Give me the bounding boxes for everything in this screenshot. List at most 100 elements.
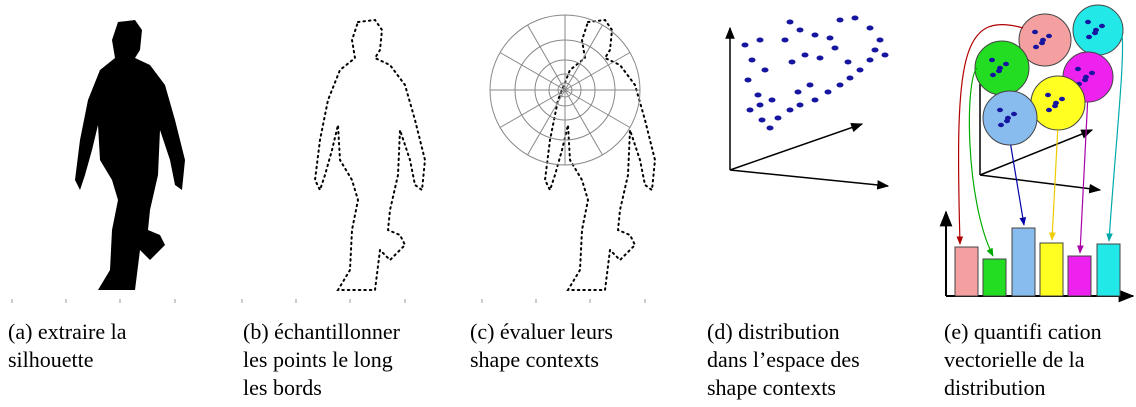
point [857,68,864,73]
point [742,43,749,48]
point [1089,71,1095,75]
point [1046,108,1052,112]
point [787,20,794,25]
caption-line: les bords [243,375,322,400]
point [762,68,769,73]
point [852,16,859,21]
point [802,53,809,58]
point [755,93,762,98]
point [812,98,819,103]
point [795,90,802,95]
point [1005,116,1011,120]
histogram-bar [1012,228,1035,296]
point [997,66,1003,70]
caption-line: shape contexts [707,375,836,400]
point [1003,62,1009,66]
assignment-arrow [1011,145,1024,225]
point [882,53,889,58]
point [997,108,1003,112]
bin-spoke [565,90,630,128]
point [877,38,884,43]
point [827,36,834,41]
histogram-bar [1097,244,1120,296]
caption-line: (a) extraire la [8,319,127,344]
point [1099,24,1105,28]
point [998,123,1004,127]
point [759,118,766,123]
point [757,103,764,108]
point [825,90,832,95]
caption-line: distribution [944,375,1045,400]
caption-line: vectorielle de la [944,347,1085,372]
assignment-arrow [1080,102,1088,253]
point [1086,35,1092,39]
histogram-bar [955,247,978,296]
bin-spoke [565,90,603,155]
bin-spoke [565,53,630,91]
point [807,83,814,88]
point [872,48,879,53]
point [775,116,782,121]
point [757,38,764,43]
point [797,103,804,108]
figure: (a) extraire la silhouette (b) échantillon… [0,0,1136,407]
tick-marks [12,299,645,303]
point [782,38,789,43]
point [745,78,752,83]
assignment-arrow [969,68,993,256]
point [1032,30,1038,34]
descriptor-points [742,16,889,131]
point [769,98,776,103]
point [817,56,824,61]
histogram [955,228,1120,296]
assignment-arrow [1109,35,1123,241]
point [867,58,874,63]
point [1053,101,1059,105]
caption-line: (c) évaluer leurs [470,319,613,344]
axes [730,28,888,186]
bin-spoke [500,53,565,91]
shape-context-bins [490,15,640,165]
point [1059,97,1065,101]
bin-spoke [528,25,566,90]
caption-line: dans l’espace des [707,347,860,372]
silhouette [75,20,185,290]
point [1040,38,1046,42]
point [789,60,796,65]
point [1093,28,1099,32]
point [1033,45,1039,49]
caption-line: les points le long [243,347,393,372]
point [867,26,874,31]
point [1085,20,1091,24]
histogram-bar [983,259,1006,296]
point [832,46,839,51]
point [1046,34,1052,38]
histogram-bar [1040,243,1063,296]
caption-line: (d) distribution [707,319,840,344]
point [845,60,852,65]
point [749,58,756,63]
point [837,18,844,23]
histogram-bar [1068,256,1091,296]
point [797,28,804,33]
point [837,83,844,88]
caption-line: (b) échantillonner [243,319,401,344]
point [989,58,995,62]
point [812,33,819,38]
clusters [959,5,1123,256]
caption-line: (e) quantifi cation [944,319,1102,344]
point [747,108,754,113]
bin-spoke [528,90,566,155]
point [990,73,996,77]
bin-spoke [500,90,565,128]
point [1075,67,1081,71]
point [1011,112,1017,116]
point [787,108,794,113]
caption-line: silhouette [8,347,94,372]
sampled-contour [315,20,425,290]
point [847,76,854,81]
point [1045,93,1051,97]
caption-line: shape contexts [470,347,599,372]
point [1083,75,1089,79]
point [767,126,774,131]
